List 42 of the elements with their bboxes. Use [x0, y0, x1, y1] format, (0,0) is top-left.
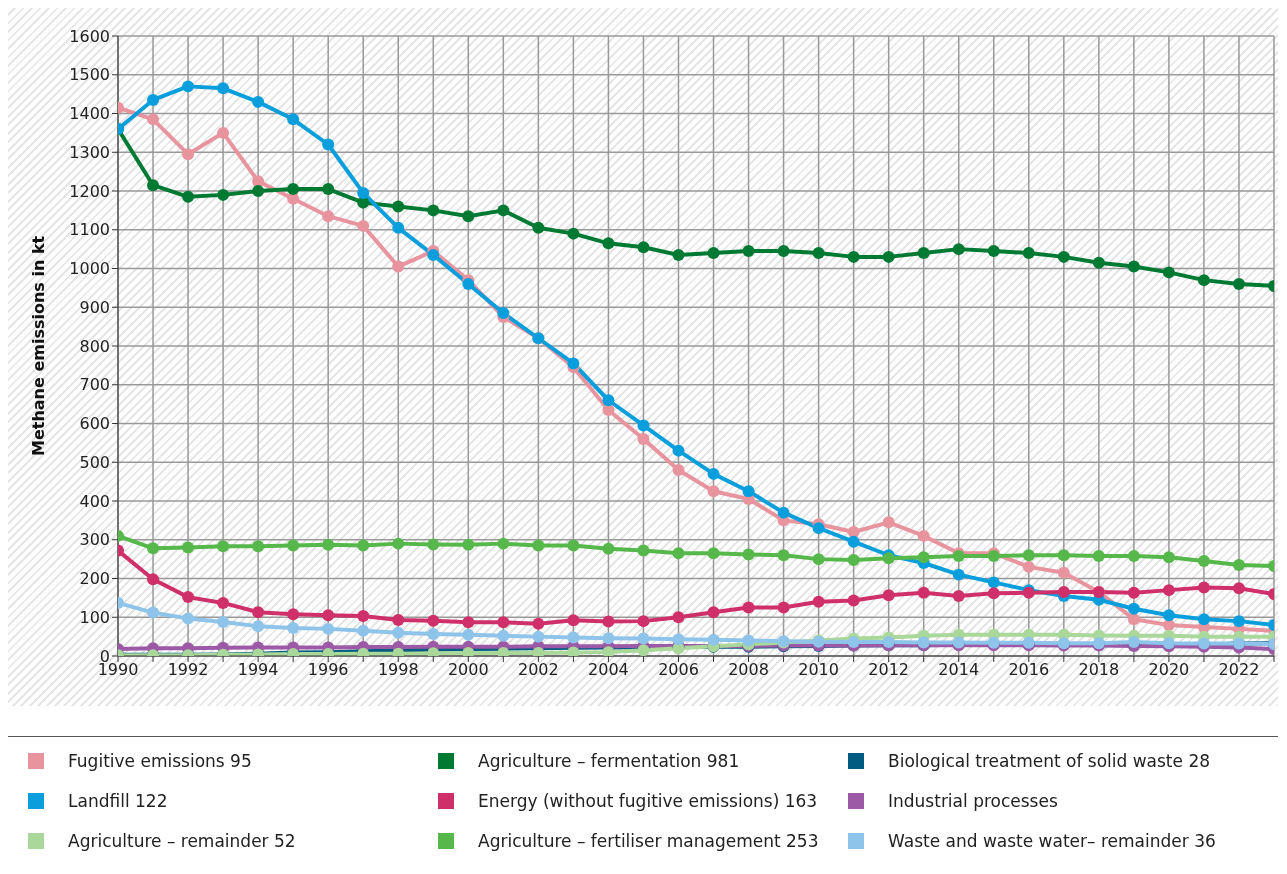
- y-tick-label: 400: [79, 491, 110, 511]
- x-tick-label: 2006: [658, 660, 699, 680]
- x-tick-label: 2018: [1078, 660, 1120, 680]
- y-tick-label: 600: [79, 414, 110, 434]
- y-tick-label: 100: [79, 607, 110, 627]
- y-tick-label: 200: [79, 569, 110, 589]
- legend-label: Agriculture – fertiliser management 253: [478, 831, 819, 851]
- legend-label: Agriculture – remainder 52: [68, 831, 296, 851]
- x-tick-label: 2014: [938, 660, 980, 680]
- y-tick-label: 1600: [69, 26, 110, 46]
- y-axis-title: Methane emissions in kt: [28, 235, 48, 456]
- x-tick-label: 2002: [518, 660, 559, 680]
- x-tick-label: 2004: [588, 660, 629, 680]
- legend-label: Fugitive emissions 95: [68, 751, 252, 771]
- x-tick-label: 2012: [868, 660, 910, 680]
- x-tick-label: 2000: [447, 660, 489, 680]
- legend-label: Agriculture – fermentation 981: [478, 751, 740, 771]
- x-tick-label: 1996: [307, 660, 349, 680]
- x-tick-label: 1998: [377, 660, 419, 680]
- x-tick-label: 1994: [237, 660, 279, 680]
- x-tick-label: 1992: [167, 660, 209, 680]
- x-tick-label: 2020: [1148, 660, 1190, 680]
- x-tick-label: 2022: [1218, 660, 1260, 680]
- legend-label: Landfill 122: [68, 791, 168, 811]
- y-tick-label: 300: [79, 530, 110, 550]
- y-tick-label: 1000: [69, 259, 110, 279]
- y-tick-label: 900: [79, 297, 110, 317]
- legend-label: Energy (without fugitive emissions) 163: [478, 791, 818, 811]
- y-tick-label: 1500: [69, 65, 110, 85]
- legend-label: Waste and waste water– remainder 36: [888, 831, 1216, 851]
- y-tick-label: 1300: [69, 142, 110, 162]
- x-tick-label: 2008: [728, 660, 769, 680]
- y-tick-label: 800: [79, 336, 110, 356]
- y-tick-label: 1400: [69, 104, 110, 124]
- y-tick-label: 1100: [69, 220, 110, 240]
- y-tick-label: 700: [79, 375, 110, 395]
- legend-label: Industrial processes: [888, 791, 1058, 811]
- y-tick-label: 1200: [69, 181, 110, 201]
- y-tick-label: 500: [79, 452, 110, 472]
- legend-label: Biological treatment of solid waste 28: [888, 751, 1211, 771]
- x-tick-label: 2016: [1008, 660, 1050, 680]
- x-tick-label: 2010: [798, 660, 839, 680]
